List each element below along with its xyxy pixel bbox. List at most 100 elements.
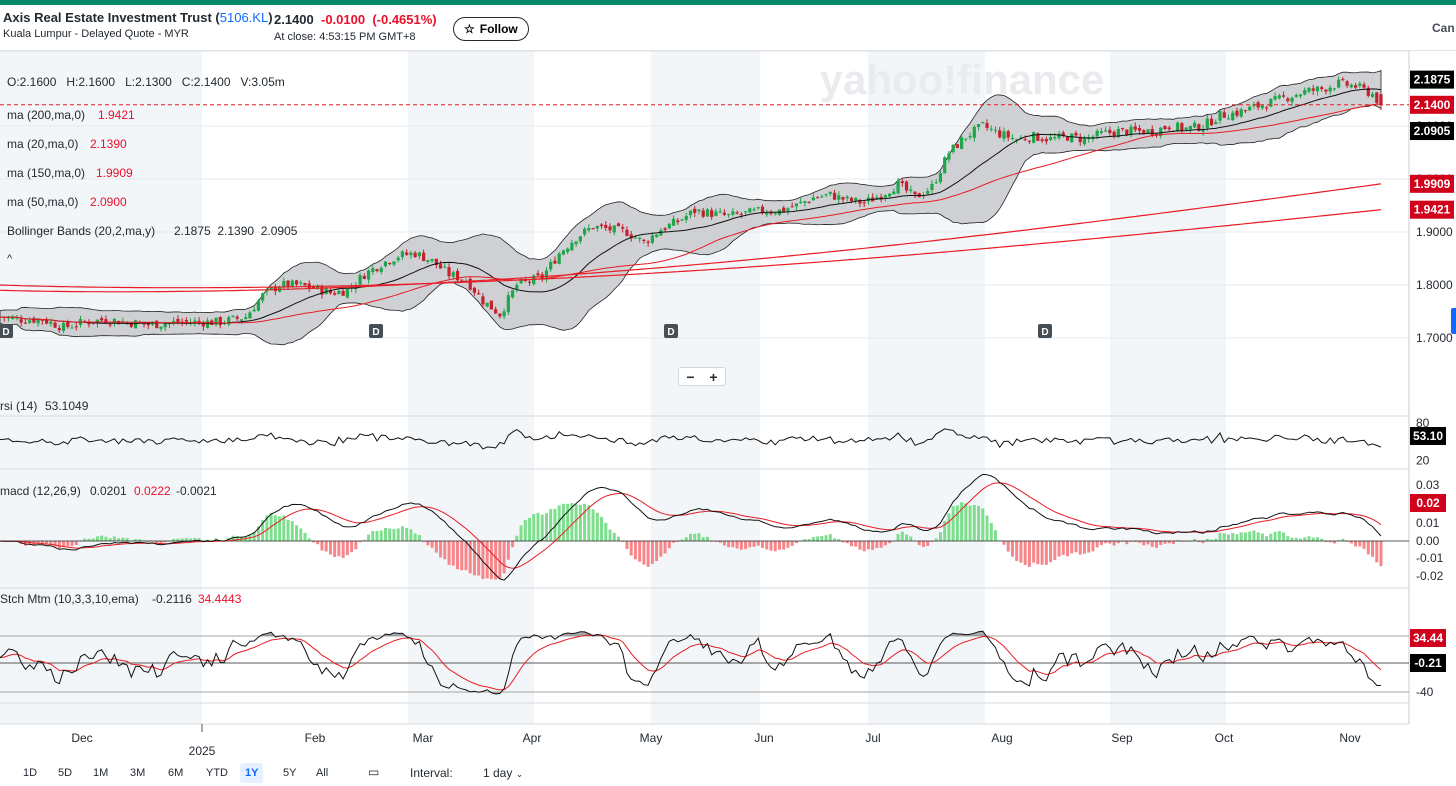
follow-button[interactable]: ☆ Follow (453, 17, 529, 41)
macd-histogram-bar (409, 529, 413, 541)
range-button-ytd[interactable]: YTD (206, 767, 228, 779)
side-panel-tab[interactable] (1451, 308, 1456, 334)
panel-badge (1410, 427, 1446, 445)
candle-body (786, 208, 790, 211)
macd-histogram-bar (672, 541, 676, 543)
ma50-legend-label[interactable]: ma (50,ma,0) (7, 195, 78, 209)
collapse-chevron-icon[interactable]: ^ (7, 253, 13, 265)
candle-body (1243, 110, 1248, 112)
range-button-3m[interactable]: 3M (130, 767, 146, 779)
candle-body (680, 219, 684, 221)
cancel-link[interactable]: Can (1432, 21, 1455, 35)
range-button-1m[interactable]: 1M (93, 767, 109, 779)
candle-body (650, 235, 654, 243)
macd-histogram-bar (862, 541, 866, 552)
candle-body (1193, 122, 1197, 128)
candle-body (235, 316, 239, 319)
macd-histogram-bar (642, 541, 646, 565)
macd-histogram-bar (358, 541, 362, 543)
bollinger-legend-label[interactable]: Bollinger Bands (20,2,ma,y) (7, 224, 155, 238)
candle-body (1332, 88, 1337, 90)
price-badge (1410, 174, 1454, 193)
candle-body (930, 184, 934, 191)
candle-body (1239, 109, 1243, 117)
macd-histogram-bar (1091, 541, 1095, 552)
panel-badge-label: 34.44 (1413, 631, 1443, 645)
ma20-legend-label[interactable]: ma (20,ma,0) (7, 137, 78, 151)
range-button-all[interactable]: All (316, 767, 329, 779)
candle-body (366, 270, 371, 280)
macd-histogram-bar (871, 541, 875, 550)
macd-histogram-bar (1218, 532, 1222, 541)
range-button-1y[interactable]: 1Y (240, 763, 264, 783)
candle-body (663, 228, 667, 230)
last-price: 2.1400 (274, 12, 314, 27)
candle-body (981, 122, 985, 124)
macd-histogram-bar (705, 536, 709, 541)
macd-histogram-bar (261, 520, 265, 541)
macd-histogram-bar (447, 541, 451, 565)
candle-body (510, 290, 515, 298)
ma150-legend-label[interactable]: ma (150,ma,0) (7, 166, 85, 180)
macd-histogram-bar (460, 541, 464, 571)
macd-histogram-bar (456, 541, 460, 570)
range-button-1d[interactable]: 1D (23, 767, 38, 779)
panel-badge (1410, 629, 1446, 647)
candle-body (879, 196, 883, 200)
macd-histogram-bar (769, 541, 773, 551)
stoch-legend-label[interactable]: Stch Mtm (10,3,3,10,ema) (0, 592, 139, 606)
macd-histogram-bar (604, 522, 608, 541)
ma200-legend-label[interactable]: ma (200,ma,0) (7, 108, 85, 122)
calendar-icon[interactable]: ▭ (368, 765, 380, 779)
candle-body (36, 319, 40, 324)
macd-legend-label[interactable]: macd (12,26,9) (0, 484, 81, 498)
candle-body (570, 242, 574, 251)
candle-body (468, 278, 472, 290)
range-button-5y[interactable]: 5Y (283, 767, 297, 779)
macd-histogram-bar (816, 536, 820, 541)
macd-legend-value-3: -0.0021 (176, 484, 217, 498)
macd-histogram-bar (544, 513, 548, 541)
range-button-6m[interactable]: 6M (168, 767, 184, 779)
candle-body (1375, 92, 1379, 103)
candle-body (697, 209, 701, 212)
macd-histogram-bar (1303, 537, 1307, 541)
candle-body (858, 199, 862, 204)
range-button-5d[interactable]: 5D (58, 767, 73, 779)
macd-histogram-bar (206, 539, 210, 541)
macd-histogram-bar (1239, 532, 1243, 541)
macd-histogram-bar (1193, 538, 1197, 541)
candle-body (837, 195, 841, 200)
macd-histogram-bar (989, 522, 993, 541)
rsi-legend-label[interactable]: rsi (14) (0, 399, 37, 413)
macd-histogram-bar (108, 538, 112, 541)
macd-histogram-bar (828, 534, 832, 541)
macd-histogram-bar (57, 541, 61, 549)
candle-body (1112, 131, 1116, 136)
month-band (1110, 51, 1226, 724)
macd-histogram-bar (727, 541, 731, 548)
candle-body (832, 192, 837, 200)
candle-body (19, 319, 23, 323)
macd-histogram-bar (1116, 541, 1120, 544)
candle-body (248, 312, 252, 319)
zoom-out-button[interactable]: − (686, 368, 695, 385)
macd-histogram-bar (265, 515, 269, 541)
month-band (408, 51, 534, 724)
macd-histogram-bar (1243, 532, 1247, 541)
ticker-symbol[interactable]: 5106.KL (219, 10, 269, 25)
macd-histogram-bar (1315, 537, 1319, 541)
zoom-in-button[interactable]: + (709, 368, 718, 385)
star-icon: ☆ (464, 22, 475, 36)
candle-body (375, 269, 379, 272)
candle-body (15, 317, 19, 319)
macd-histogram-bar (74, 541, 78, 546)
interval-dropdown[interactable]: 1 day ⌄ (483, 766, 523, 780)
macd-histogram-bar (676, 541, 680, 542)
candle-body (1040, 139, 1044, 141)
macd-histogram-bar (659, 541, 663, 557)
candle-body (659, 230, 663, 236)
macd-histogram-bar (722, 541, 726, 546)
macd-histogram-bar (854, 541, 858, 547)
